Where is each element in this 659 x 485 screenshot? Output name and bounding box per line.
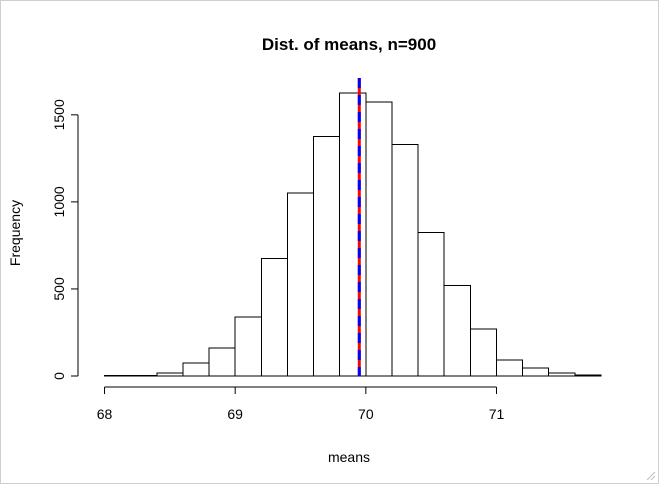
bars-layer: [105, 93, 601, 376]
x-tick-label-0: 68: [97, 406, 113, 422]
histogram-bar-15: [496, 360, 522, 376]
histogram-bar-13: [444, 285, 470, 376]
y-tick-label-1: 500: [51, 277, 67, 301]
y-tick-label-3: 1500: [51, 99, 67, 130]
histogram-bar-6: [261, 258, 287, 376]
y-axis-label: Frequency: [7, 200, 23, 266]
resize-grip-icon[interactable]: [646, 471, 656, 481]
histogram-bar-9: [340, 93, 366, 376]
histogram-bar-17: [549, 373, 575, 376]
y-tick-label-2: 1000: [51, 186, 67, 217]
histogram-bar-18: [575, 375, 601, 376]
histogram-bar-11: [392, 144, 418, 376]
histogram-bar-7: [287, 193, 313, 376]
y-axis: 0 500 1000 1500: [51, 99, 78, 380]
histogram-bar-4: [209, 348, 235, 376]
histogram-bar-2: [157, 373, 183, 376]
x-axis-label: means: [328, 449, 370, 465]
histogram-bar-3: [183, 363, 209, 376]
y-tick-label-0: 0: [51, 372, 67, 380]
histogram-bar-10: [366, 102, 392, 376]
histogram-bar-14: [470, 329, 496, 376]
histogram-bar-5: [235, 317, 261, 376]
x-tick-label-1: 69: [227, 406, 243, 422]
chart-title: Dist. of means, n=900: [262, 35, 436, 54]
histogram-bar-16: [523, 368, 549, 376]
histogram-bar-8: [314, 137, 340, 376]
x-tick-label-3: 71: [489, 406, 505, 422]
x-tick-label-2: 70: [358, 406, 374, 422]
histogram-bar-12: [418, 232, 444, 376]
x-axis: 68 69 70 71: [97, 387, 505, 422]
histogram-bar-1: [131, 375, 157, 376]
